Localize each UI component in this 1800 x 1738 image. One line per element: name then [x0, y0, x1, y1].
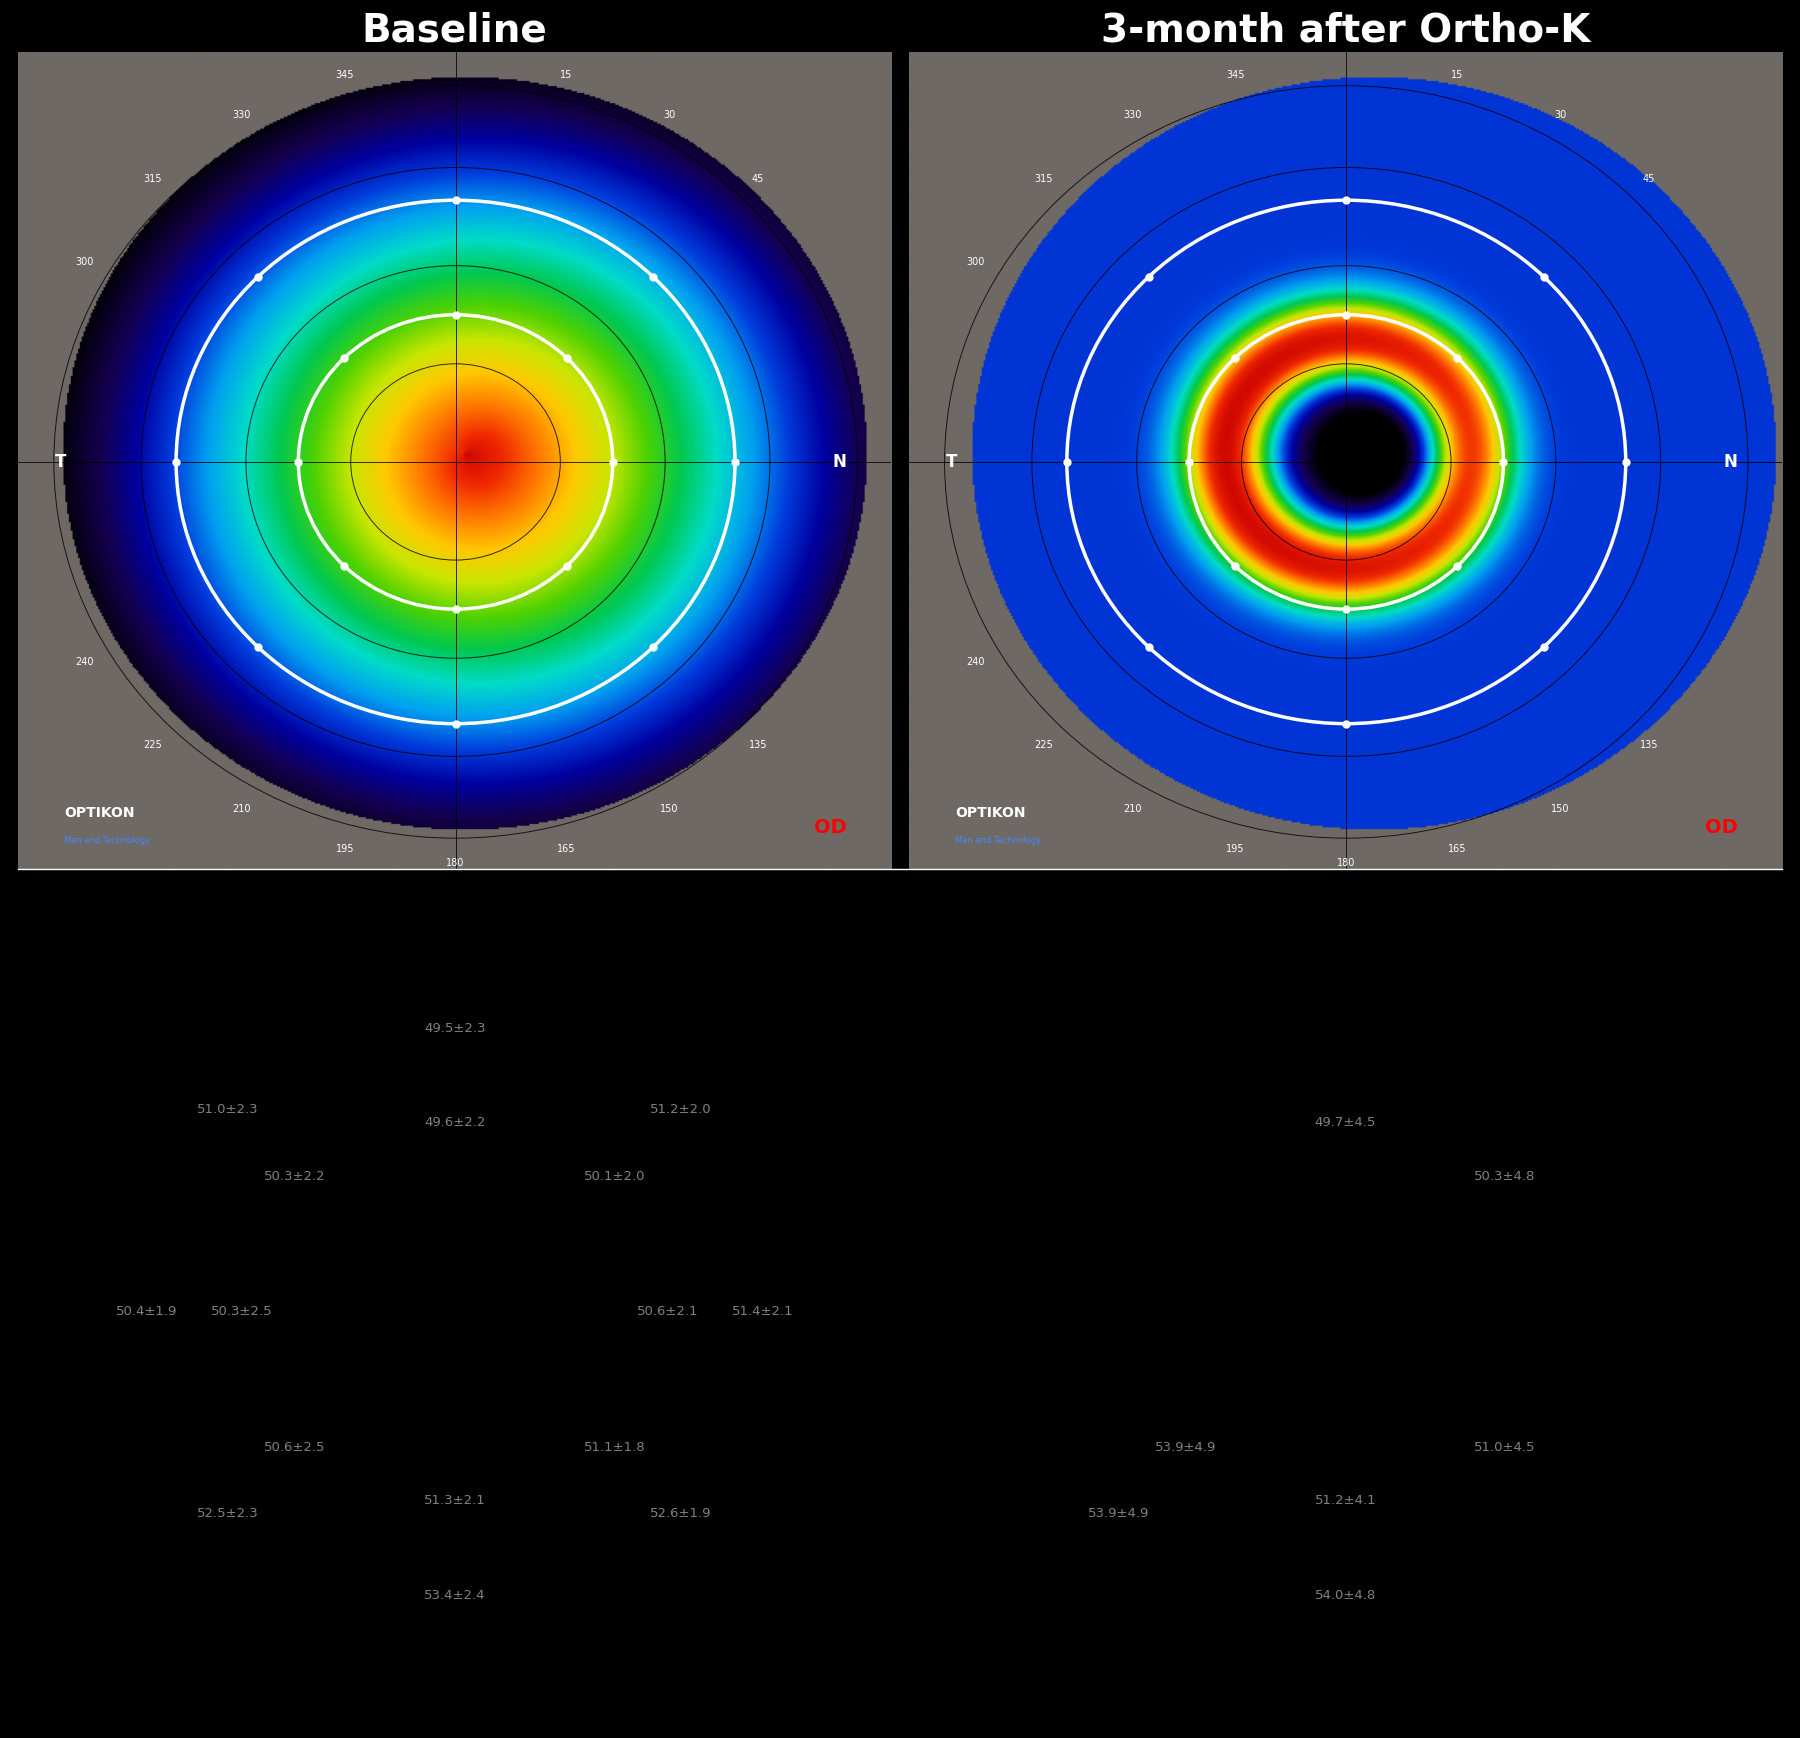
Text: T: T [58, 1304, 70, 1321]
Text: 51.1±1.8: 51.1±1.8 [583, 1441, 644, 1453]
Text: 53.9±4.9: 53.9±4.9 [1156, 1441, 1217, 1453]
Text: 53.7±5.4: 53.7±5.4 [1001, 1305, 1069, 1317]
Text: 240: 240 [76, 657, 94, 667]
Text: 51.0±4.5: 51.0±4.5 [1474, 1441, 1535, 1453]
Text: 49.7±4.5: 49.7±4.5 [1314, 1116, 1375, 1130]
Text: 50.3±2.5: 50.3±2.5 [211, 1305, 272, 1317]
Text: 50.6±2.1: 50.6±2.1 [637, 1305, 698, 1317]
Text: 50.1±2.0: 50.1±2.0 [583, 1170, 644, 1182]
Text: T: T [949, 1304, 961, 1321]
Text: 180: 180 [1337, 857, 1355, 867]
Text: 50.3±2.2: 50.3±2.2 [265, 1170, 326, 1182]
Title: Baseline: Baseline [362, 10, 547, 49]
Text: OD: OD [814, 819, 846, 836]
Text: 210: 210 [1123, 805, 1141, 813]
Text: 51.4±2.1: 51.4±2.1 [731, 1305, 794, 1317]
Text: N: N [833, 454, 846, 471]
Text: 330: 330 [1123, 109, 1141, 120]
Text: 30: 30 [664, 109, 675, 120]
Text: Man and Technology: Man and Technology [956, 836, 1040, 845]
Text: 150: 150 [1552, 805, 1570, 813]
Text: 180: 180 [446, 857, 464, 867]
Text: 50.6±2.5: 50.6±2.5 [265, 1441, 326, 1453]
Text: 225: 225 [144, 740, 162, 751]
Text: OPTIKON: OPTIKON [956, 806, 1026, 820]
Text: 51.3±2.1: 51.3±2.1 [423, 1495, 486, 1507]
Text: 50.4±1.9: 50.4±1.9 [117, 1305, 178, 1317]
Text: 55.0±5.0: 55.0±5.0 [1541, 1104, 1607, 1116]
Title: 3-month after Ortho-K: 3-month after Ortho-K [1100, 10, 1589, 49]
Text: 53.9±4.9: 53.9±4.9 [1089, 1507, 1150, 1521]
Text: 51.2±4.1: 51.2±4.1 [1314, 1495, 1377, 1507]
Text: 55.2±5.1: 55.2±5.1 [1622, 1305, 1688, 1317]
Text: T: T [947, 454, 958, 471]
Text: 315: 315 [1035, 174, 1053, 184]
Text: 345: 345 [335, 70, 355, 80]
Text: 90º: 90º [437, 911, 472, 928]
Text: 49.6±2.2: 49.6±2.2 [425, 1116, 486, 1130]
Text: 49.5±2.3: 49.5±2.3 [423, 1022, 486, 1034]
Text: 240: 240 [967, 657, 985, 667]
Text: 45: 45 [752, 174, 765, 184]
Text: 46.1±5.2: 46.1±5.2 [1096, 1305, 1163, 1317]
Text: 195: 195 [1226, 845, 1246, 853]
Text: 300: 300 [76, 257, 94, 266]
Text: 270º: 270º [1321, 1696, 1370, 1714]
Text: 165: 165 [1447, 845, 1467, 853]
Text: 50.7±5.5: 50.7±5.5 [1528, 1305, 1595, 1317]
Text: 300: 300 [967, 257, 985, 266]
Text: 51.0±2.3: 51.0±2.3 [198, 1104, 259, 1116]
Text: 210: 210 [232, 805, 250, 813]
Text: 90º: 90º [1328, 911, 1363, 928]
Text: N: N [839, 1304, 853, 1321]
Text: 165: 165 [556, 845, 576, 853]
Text: 315: 315 [144, 174, 162, 184]
Text: 52.6±1.9: 52.6±1.9 [650, 1507, 711, 1521]
Text: 225: 225 [1035, 740, 1053, 751]
Text: 15: 15 [560, 70, 572, 80]
Text: OD: OD [1705, 819, 1737, 836]
Text: 48.6±5.5: 48.6±5.5 [1148, 1170, 1217, 1182]
Text: 330: 330 [232, 109, 250, 120]
Text: N: N [1730, 1304, 1744, 1321]
Text: 45: 45 [1643, 174, 1654, 184]
Text: 30: 30 [1553, 109, 1566, 120]
Text: 44.4±2.5: 44.4±2.5 [1312, 1305, 1379, 1317]
Text: 150: 150 [661, 805, 679, 813]
Text: 15: 15 [1451, 70, 1463, 80]
Text: 135: 135 [749, 740, 767, 751]
Text: 51.2±2.0: 51.2±2.0 [650, 1104, 713, 1116]
Text: Man and Technology: Man and Technology [65, 836, 151, 845]
Text: 53.4±2.4: 53.4±2.4 [423, 1589, 486, 1601]
Text: 53.3±5.5: 53.3±5.5 [1312, 1022, 1379, 1034]
Text: 50.3±4.8: 50.3±4.8 [1474, 1170, 1535, 1182]
Text: 270º: 270º [430, 1696, 479, 1714]
Text: T: T [56, 454, 67, 471]
Text: OPTIKON: OPTIKON [65, 806, 135, 820]
Text: 54.0±4.8: 54.0±4.8 [1314, 1589, 1375, 1601]
Text: 52.5±2.3: 52.5±2.3 [198, 1507, 259, 1521]
Text: 53.5±5.6: 53.5±5.6 [1082, 1104, 1150, 1116]
Text: 50.5±2.2: 50.5±2.2 [423, 1305, 486, 1317]
Text: 345: 345 [1226, 70, 1246, 80]
Text: N: N [1724, 454, 1737, 471]
Text: 135: 135 [1640, 740, 1658, 751]
Text: 195: 195 [335, 845, 355, 853]
Text: 54.8±5.2: 54.8±5.2 [1541, 1507, 1607, 1521]
